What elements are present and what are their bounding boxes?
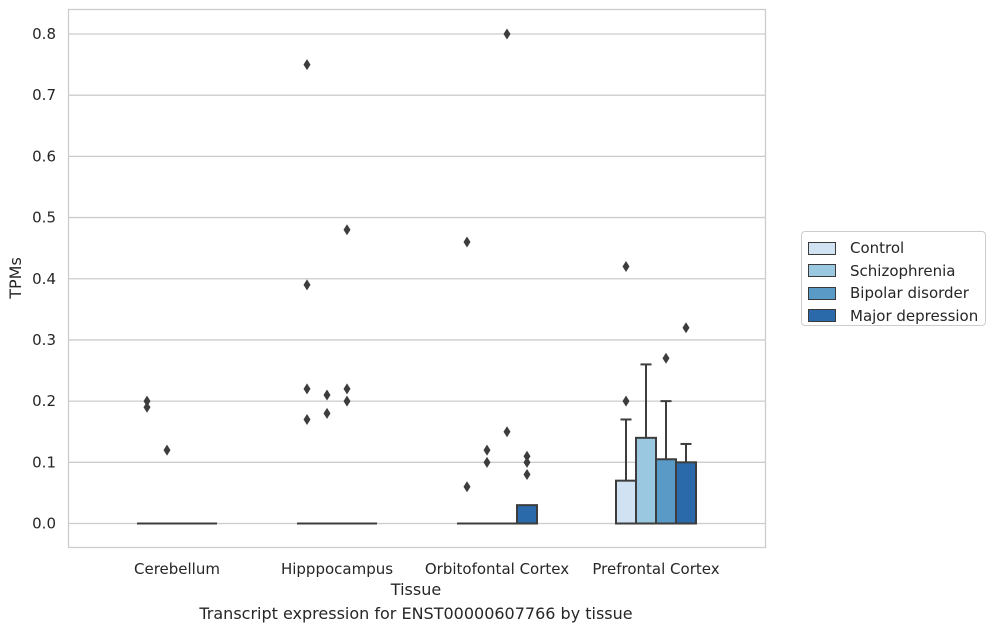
outlier-point [523,456,531,468]
boxes [137,28,697,525]
x-tick-label: Hipppocampus [281,560,393,578]
x-tick-label: Prefrontal Cortex [592,560,719,578]
y-tick-label: 0.3 [32,331,56,349]
outlier-point [323,407,331,419]
outlier-point [143,395,151,407]
outlier-point [343,395,351,407]
y-tick-label: 0.7 [32,86,56,104]
legend-label: Major depression [850,306,979,325]
outlier-point [303,59,311,71]
legend-item: Control [808,237,985,260]
x-tick-label: Cerebellum [134,560,220,578]
legend-label: Control [850,239,905,258]
y-tick-label: 0.0 [32,515,56,533]
x-tick-labels: Cerebellum Hipppocampus Orbitofontal Corte… [134,560,720,578]
outlier-point [503,426,511,438]
box [675,461,697,525]
y-tick-label: 0.1 [32,453,56,471]
outlier-point [682,322,690,334]
box [615,479,637,525]
outlier-point [303,383,311,395]
legend-swatch [808,309,836,323]
y-tick-labels: 0.0 0.1 0.2 0.3 0.4 0.5 0.6 0.7 0.8 [32,25,56,533]
outlier-point [303,279,311,291]
outlier-point [662,352,670,364]
outlier-point [483,444,491,456]
legend: Control Schizophrenia Bipolar disorder Majo… [801,231,986,326]
outlier-point [323,389,331,401]
outlier-point [523,450,531,462]
legend-swatch [808,241,836,255]
outlier-point [483,456,491,468]
chart-caption: Transcript expression for ENST0000060776… [199,604,633,623]
outlier-point [622,261,630,273]
legend-item: Major depression [808,305,985,328]
legend-label: Schizophrenia [850,261,956,280]
y-tick-label: 0.6 [32,147,56,165]
outlier-point [463,236,471,248]
outlier-point [523,469,531,481]
plot-frame [67,8,767,549]
box [516,504,538,525]
y-axis-label: TPMs [6,257,25,300]
y-tick-label: 0.5 [32,209,56,227]
outlier-point [343,383,351,395]
x-axis-label: Tissue [390,580,441,599]
outlier-point [303,413,311,425]
legend-label: Bipolar disorder [850,284,969,303]
legend-swatch [808,286,836,300]
outlier-point [463,481,471,493]
box [635,436,657,525]
y-tick-label: 0.8 [32,25,56,43]
outlier-point [343,224,351,236]
outlier-point [503,28,511,40]
outlier-point [163,444,171,456]
y-tick-label: 0.2 [32,392,56,410]
box [655,458,677,525]
legend-item: Bipolar disorder [808,282,985,305]
outlier-point [622,395,630,407]
gridlines [68,33,766,525]
y-tick-label: 0.4 [32,270,56,288]
legend-item: Schizophrenia [808,260,985,283]
legend-swatch [808,264,836,278]
outlier-point [143,401,151,413]
x-tick-label: Orbitofontal Cortex [425,560,569,578]
